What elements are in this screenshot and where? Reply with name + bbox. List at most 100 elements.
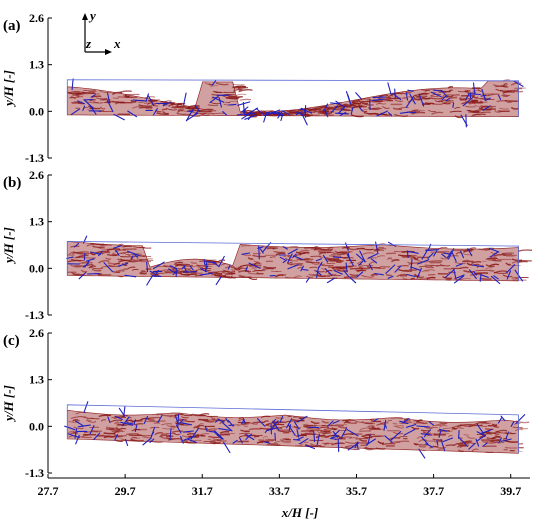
- velocity-vector: [440, 439, 446, 452]
- fluid-region: [66, 409, 530, 454]
- velocity-vector: [89, 105, 97, 115]
- velocity-vector: [199, 272, 213, 276]
- velocity-vector: [228, 420, 234, 427]
- texture-streak: [502, 83, 508, 87]
- texture-streak: [326, 107, 335, 111]
- texture-streak: [439, 422, 448, 425]
- velocity-vector: [241, 252, 251, 255]
- velocity-vector: [169, 265, 178, 270]
- texture-streak: [211, 272, 223, 276]
- texture-streak: [428, 97, 443, 100]
- velocity-vector: [356, 444, 359, 450]
- velocity-vector: [368, 263, 373, 271]
- texture-streak: [454, 107, 461, 110]
- velocity-vector: [218, 255, 225, 268]
- texture-streak: [234, 87, 249, 89]
- velocity-vector: [268, 109, 281, 115]
- texture-streak: [80, 269, 88, 273]
- texture-streak: [493, 425, 500, 428]
- coord-x-letter: x: [113, 36, 121, 51]
- texture-streak: [403, 418, 411, 421]
- texture-streak: [165, 107, 177, 111]
- texture-streak: [440, 264, 451, 267]
- texture-streak: [468, 247, 477, 250]
- texture-streak: [252, 421, 264, 424]
- velocity-vector: [345, 262, 348, 273]
- velocity-vector: [458, 437, 468, 447]
- velocity-vector: [324, 108, 329, 118]
- texture-streak: [248, 272, 260, 275]
- texture-streak: [309, 266, 318, 269]
- velocity-vector: [66, 256, 74, 260]
- velocity-vector: [169, 428, 172, 441]
- texture-streak: [450, 94, 460, 98]
- velocity-vector: [114, 434, 118, 441]
- texture-streak: [262, 420, 270, 424]
- velocity-vector: [213, 431, 223, 440]
- velocity-vector: [242, 417, 246, 425]
- velocity-vector: [355, 92, 363, 100]
- velocity-vector: [182, 430, 194, 433]
- texture-streak: [239, 98, 252, 101]
- texture-streak: [488, 269, 495, 272]
- texture-streak: [479, 435, 486, 439]
- coord-z-letter: z: [85, 36, 92, 51]
- texture-streak: [471, 95, 479, 99]
- texture-streak: [262, 436, 268, 439]
- velocity-vector: [204, 425, 208, 432]
- x-tick-label: 33.7: [269, 484, 290, 498]
- texture-streak: [334, 250, 348, 254]
- velocity-vector: [313, 431, 316, 442]
- texture-streak: [455, 251, 462, 255]
- texture-streak: [493, 253, 506, 257]
- velocity-vector: [451, 252, 457, 263]
- texture-streak: [325, 106, 336, 109]
- velocity-vector: [93, 432, 101, 441]
- velocity-vector: [190, 428, 199, 440]
- velocity-vector: [152, 107, 158, 116]
- velocity-vector: [127, 110, 138, 118]
- texture-streak: [358, 266, 371, 270]
- velocity-vector: [113, 245, 123, 249]
- velocity-vector: [162, 101, 171, 107]
- velocity-vector: [212, 80, 217, 86]
- velocity-vector: [374, 272, 384, 276]
- texture-streak: [288, 246, 299, 248]
- velocity-vector: [420, 433, 432, 436]
- texture-streak: [430, 95, 439, 98]
- texture-streak: [487, 430, 496, 434]
- texture-streak: [273, 250, 285, 253]
- texture-streak: [227, 100, 239, 104]
- velocity-vector: [343, 270, 350, 277]
- velocity-vector: [146, 275, 154, 286]
- velocity-vector: [329, 437, 337, 440]
- texture-streak: [97, 274, 112, 276]
- velocity-vector: [183, 92, 187, 106]
- texture-streak: [214, 274, 227, 277]
- velocity-vector: [452, 102, 455, 109]
- velocity-vector: [418, 93, 425, 107]
- texture-streak: [147, 417, 155, 420]
- texture-streak: [490, 440, 505, 444]
- texture-streak: [357, 103, 366, 106]
- texture-streak: [410, 277, 415, 280]
- velocity-vector: [64, 425, 76, 431]
- texture-streak: [72, 419, 81, 422]
- velocity-vector: [255, 107, 266, 117]
- texture-streak: [371, 274, 378, 277]
- velocity-vector: [74, 420, 84, 427]
- texture-streak: [238, 432, 250, 435]
- texture-streak: [163, 270, 174, 274]
- domain-outline: [66, 79, 519, 117]
- texture-streak: [113, 262, 120, 266]
- velocity-vector: [350, 106, 354, 115]
- velocity-vector: [194, 104, 201, 113]
- texture-streak: [94, 243, 108, 246]
- texture-streak: [320, 429, 331, 433]
- velocity-vector: [506, 270, 512, 280]
- texture-streak: [120, 252, 130, 254]
- texture-streak: [330, 254, 336, 256]
- texture-streak: [398, 254, 412, 257]
- velocity-vector: [272, 421, 280, 431]
- texture-streak: [131, 106, 144, 109]
